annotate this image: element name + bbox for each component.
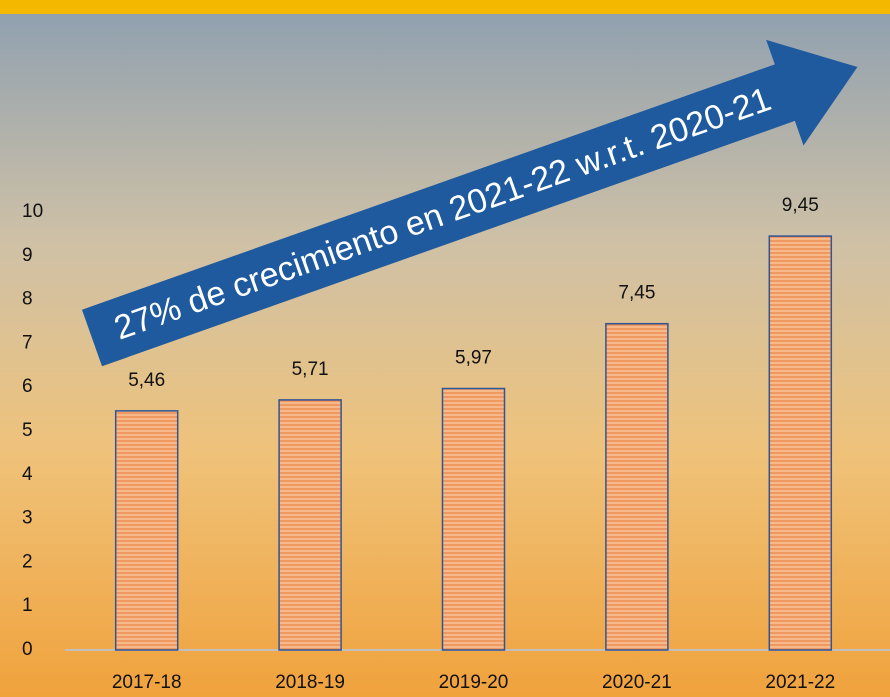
x-tick-label: 2019-20 xyxy=(439,672,509,693)
y-tick-label: 6 xyxy=(22,376,33,397)
x-tick-label: 2021-22 xyxy=(765,672,835,693)
value-label: 5,97 xyxy=(455,348,492,369)
bar xyxy=(443,389,505,650)
bar xyxy=(606,324,668,650)
bar xyxy=(769,236,831,650)
value-label: 9,45 xyxy=(782,195,819,216)
value-label: 5,71 xyxy=(292,359,329,380)
y-tick-label: 2 xyxy=(22,551,33,572)
y-tick-label: 0 xyxy=(22,639,33,660)
y-tick-label: 10 xyxy=(22,201,43,222)
y-tick-label: 5 xyxy=(22,420,33,441)
bar xyxy=(116,411,178,650)
y-tick-label: 3 xyxy=(22,508,33,529)
y-tick-label: 7 xyxy=(22,332,33,353)
x-tick-label: 2020-21 xyxy=(602,672,672,693)
y-tick-label: 1 xyxy=(22,595,33,616)
value-label: 7,45 xyxy=(618,283,655,304)
value-label: 5,46 xyxy=(128,370,165,391)
y-tick-label: 4 xyxy=(22,464,33,485)
y-tick-label: 8 xyxy=(22,289,33,310)
bar xyxy=(279,400,341,650)
top-band xyxy=(0,0,890,14)
x-tick-label: 2017-18 xyxy=(112,672,182,693)
chart: 0 1 2 3 4 5 6 7 8 9 10 2017-18 5,46 2018-19 5,71 2019-2… xyxy=(0,0,890,697)
x-tick-label: 2018-19 xyxy=(275,672,345,693)
y-tick-label: 9 xyxy=(22,245,33,266)
